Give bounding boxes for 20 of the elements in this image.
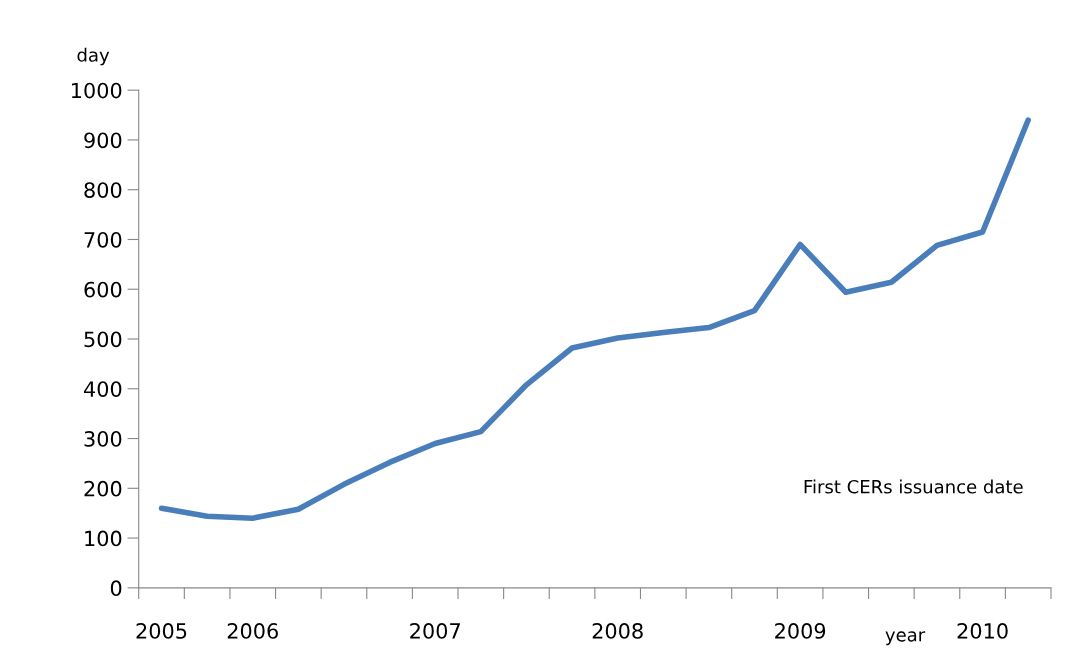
x-axis-title: year <box>885 631 926 646</box>
y-tick-label: 900 <box>84 132 122 149</box>
x-tick-label: 2007 <box>410 623 460 639</box>
y-tick-label: 100 <box>85 530 122 547</box>
y-tick-label: 0 <box>110 580 122 597</box>
x-tick-label: 2009 <box>775 623 826 639</box>
y-tick-label: 500 <box>84 331 122 348</box>
x-tick-label: 2008 <box>592 623 643 639</box>
y-tick-label: 300 <box>84 430 122 447</box>
y-tick-label: 800 <box>84 182 122 198</box>
x-tick-label: 2010 <box>957 623 1008 639</box>
x-tick-label: 2006 <box>227 623 278 639</box>
y-tick-label: 400 <box>83 381 122 397</box>
y-tick-label: 1000 <box>72 82 122 99</box>
annotation: First CERs issuance date <box>804 479 1023 494</box>
y-tick-label: 200 <box>84 480 122 497</box>
x-tick-label: 2005 <box>136 623 187 639</box>
y-axis-title: day <box>77 47 110 66</box>
y-tick-label: 600 <box>84 281 122 298</box>
y-tick-label: 700 <box>84 231 122 248</box>
